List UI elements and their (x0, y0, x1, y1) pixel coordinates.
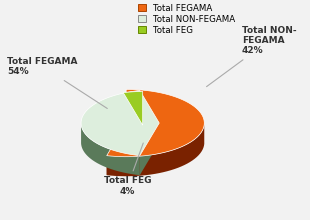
Polygon shape (107, 123, 126, 175)
Polygon shape (140, 123, 159, 175)
Polygon shape (107, 124, 204, 176)
Polygon shape (123, 92, 143, 125)
Text: Total NON-
FEGAMA
42%: Total NON- FEGAMA 42% (206, 26, 297, 87)
Legend: Total FEGAMA, Total NON-FEGAMA, Total FEG: Total FEGAMA, Total NON-FEGAMA, Total FE… (138, 4, 235, 35)
Text: Total FEG
4%: Total FEG 4% (104, 143, 151, 196)
Polygon shape (81, 90, 159, 156)
Polygon shape (107, 89, 204, 157)
Text: Total FEGAMA
54%: Total FEGAMA 54% (7, 57, 107, 108)
Polygon shape (81, 124, 140, 175)
